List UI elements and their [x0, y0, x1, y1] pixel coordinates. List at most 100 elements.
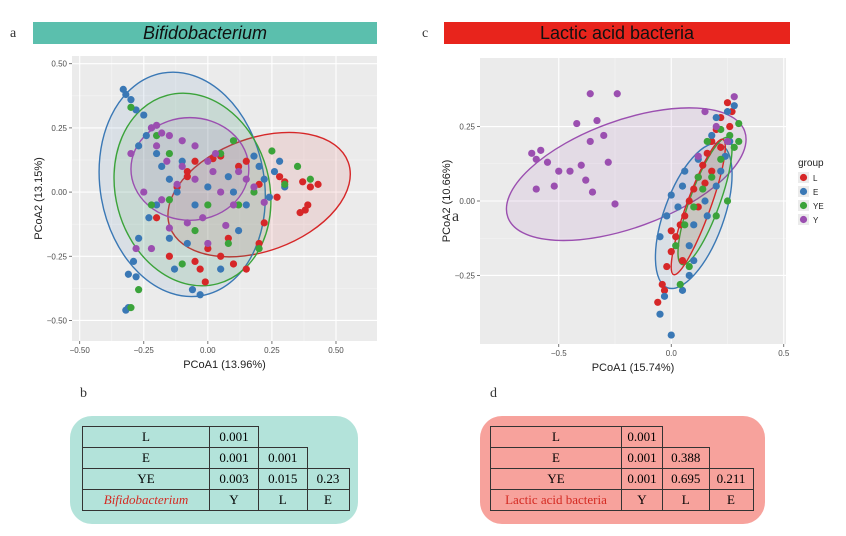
- point-ye: [306, 175, 314, 183]
- point-ye: [127, 103, 135, 111]
- point-e: [703, 212, 711, 220]
- point-l: [690, 185, 698, 193]
- table-cell: 0.001: [621, 468, 663, 490]
- point-y: [165, 224, 173, 232]
- point-y: [588, 188, 597, 196]
- point-y: [242, 175, 250, 183]
- table-name-label: Lactic acid bacteria: [490, 489, 622, 511]
- point-l: [667, 227, 675, 235]
- panel-label-a: a: [10, 26, 17, 41]
- table-cell: 0.001: [258, 447, 308, 469]
- point-e: [667, 191, 675, 199]
- point-e: [674, 203, 682, 211]
- point-y: [543, 158, 552, 166]
- pvalue-table-bifidobacterium: L 0.001 E 0.001 0.001 YE 0.003 0.015 0.2…: [82, 426, 350, 511]
- point-l: [217, 252, 225, 260]
- point-l: [660, 286, 669, 294]
- point-l: [273, 193, 281, 201]
- table-row: Bifidobacterium Y L E: [82, 489, 350, 511]
- point-l: [260, 219, 268, 227]
- point-y: [566, 167, 574, 175]
- y-tick-label: −0.50: [47, 316, 68, 325]
- point-y: [234, 167, 243, 176]
- point-e: [242, 201, 250, 209]
- point-y: [204, 157, 212, 165]
- point-y: [132, 244, 140, 253]
- table-row: Lactic acid bacteria Y L E: [490, 489, 754, 511]
- x-tick-label: −0.5: [551, 349, 567, 358]
- point-y: [730, 93, 738, 101]
- point-l: [242, 157, 250, 165]
- point-ye: [127, 304, 135, 312]
- col-label: Y: [209, 489, 259, 511]
- point-ye: [217, 149, 225, 158]
- point-l: [299, 178, 307, 186]
- point-ye: [293, 162, 302, 171]
- point-ye: [268, 147, 276, 155]
- point-e: [730, 102, 738, 110]
- legend-entry: L: [813, 174, 818, 183]
- point-e: [122, 90, 130, 99]
- point-y: [260, 198, 268, 206]
- point-y: [173, 180, 181, 188]
- point-l: [672, 233, 680, 241]
- point-e: [217, 265, 225, 273]
- col-label: L: [662, 489, 710, 511]
- chart-a-title: Bifidobacterium: [33, 22, 377, 44]
- ellipse-y: [505, 107, 747, 242]
- point-l: [726, 122, 734, 131]
- row-label: YE: [490, 468, 622, 490]
- point-e: [723, 108, 732, 116]
- point-l: [654, 298, 662, 306]
- point-y: [209, 167, 217, 176]
- row-label: YE: [82, 468, 210, 490]
- point-y: [204, 239, 212, 248]
- point-e: [255, 162, 263, 171]
- point-e: [656, 233, 664, 241]
- legend-entry: Y: [813, 216, 819, 225]
- point-ye: [165, 196, 173, 204]
- y-tick-label: 0.00: [459, 197, 475, 206]
- point-ye: [672, 242, 680, 250]
- point-e: [129, 257, 138, 266]
- table-row: YE 0.003 0.015 0.23: [82, 468, 350, 490]
- point-e: [656, 310, 664, 318]
- point-y: [604, 158, 612, 166]
- point-e: [135, 142, 143, 150]
- panel-label-d: d: [490, 386, 497, 401]
- point-e: [165, 234, 173, 242]
- point-ye: [147, 201, 156, 209]
- point-e: [178, 157, 186, 165]
- point-y: [694, 152, 702, 160]
- point-ye: [165, 149, 173, 158]
- table-cell: 0.388: [662, 447, 710, 469]
- point-l: [165, 252, 173, 260]
- y-tick-label: 0.25: [51, 124, 67, 133]
- point-y: [178, 162, 186, 171]
- table-row: E 0.001 0.388: [490, 447, 754, 469]
- point-l: [152, 214, 161, 222]
- table-row: L 0.001: [82, 426, 350, 448]
- panel-label-b: b: [80, 386, 87, 401]
- point-l: [678, 256, 687, 265]
- point-l: [658, 280, 666, 289]
- point-e: [170, 265, 179, 273]
- x-axis-label: PCoA1 (13.96%): [183, 359, 266, 371]
- legend-title: group: [798, 158, 824, 169]
- point-e: [685, 242, 693, 250]
- point-y: [191, 175, 199, 183]
- point-l: [191, 257, 199, 266]
- pvalue-table-lactic-acid-bacteria: L 0.001 E 0.001 0.388 YE 0.001 0.695 0.2…: [490, 426, 754, 511]
- point-l: [224, 234, 232, 242]
- point-ye: [224, 239, 232, 248]
- point-y: [158, 129, 166, 137]
- legend-entry: YE: [813, 202, 824, 211]
- col-label: L: [258, 489, 308, 511]
- point-e: [712, 113, 720, 122]
- point-l: [296, 209, 304, 217]
- point-e: [270, 167, 279, 176]
- row-label: L: [490, 426, 622, 448]
- point-l: [183, 173, 191, 181]
- table-cell: 0.695: [662, 468, 710, 490]
- point-e: [224, 173, 232, 181]
